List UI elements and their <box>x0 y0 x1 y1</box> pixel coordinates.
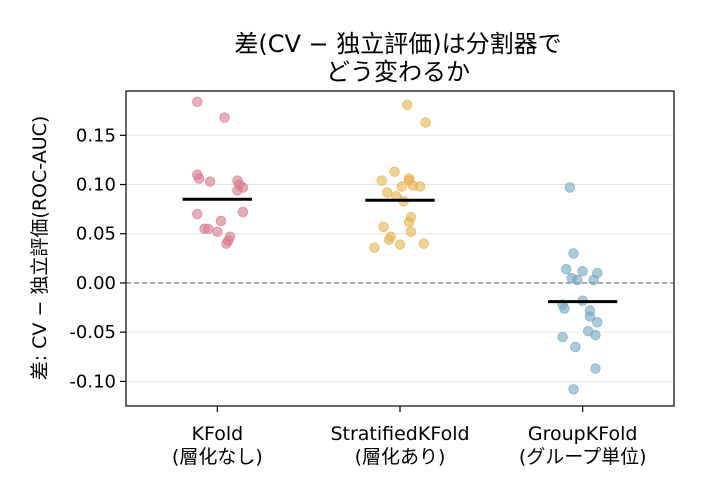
data-point <box>221 238 232 249</box>
data-point <box>590 363 601 374</box>
data-point <box>584 311 596 322</box>
x-category-label: StratifiedKFold <box>330 423 469 445</box>
mean-lines <box>182 197 618 304</box>
data-point <box>571 274 583 286</box>
data-point <box>557 331 568 343</box>
x-category-label: (グループ単位) <box>519 446 647 468</box>
y-tick-label: 0.05 <box>76 224 116 245</box>
y-axis-label: 差: CV − 独立評価(ROC-AUC) <box>29 116 51 381</box>
data-point <box>192 96 203 108</box>
data-point <box>577 265 588 277</box>
data-point <box>383 234 395 245</box>
data-point <box>204 176 216 187</box>
y-tick-label: -0.10 <box>69 371 116 392</box>
data-point <box>192 208 203 220</box>
data-point <box>376 175 387 186</box>
data-point <box>592 317 603 328</box>
y-axis: -0.10 -0.05 0.00 0.05 0.10 0.15 <box>69 125 126 392</box>
y-tick-label: 0.15 <box>76 125 116 146</box>
x-category-label: (層化あり) <box>355 446 446 468</box>
data-point <box>215 215 227 227</box>
data-point <box>403 216 415 228</box>
data-point <box>402 99 413 110</box>
data-point <box>382 187 393 198</box>
data-point <box>389 166 400 177</box>
data-point <box>232 185 243 196</box>
data-point <box>590 329 601 341</box>
x-category-label: GroupKFold <box>528 423 638 445</box>
data-point <box>564 182 576 193</box>
y-tick-label: 0.00 <box>76 273 116 294</box>
data-point <box>414 181 426 192</box>
data-point <box>202 223 214 235</box>
data-point <box>570 341 581 353</box>
data-point <box>568 384 579 395</box>
data-point <box>561 263 572 275</box>
data-point <box>418 238 429 249</box>
data-point <box>588 274 599 286</box>
data-point <box>193 173 205 184</box>
y-tick-label: -0.05 <box>69 322 116 343</box>
data-point <box>396 181 408 192</box>
data-point <box>237 206 249 218</box>
data-point <box>559 303 570 314</box>
x-axis: KFold(層化なし) StratifiedKFold(層化あり) GroupKFo… <box>172 406 647 468</box>
y-tick-label: 0.10 <box>76 175 116 196</box>
data-point <box>369 242 380 253</box>
gridlines <box>126 134 674 382</box>
data-points <box>192 96 603 395</box>
data-point <box>568 248 579 259</box>
data-point <box>405 226 417 237</box>
data-point <box>420 117 431 128</box>
x-category-label: KFold <box>191 423 243 445</box>
data-point <box>212 226 223 237</box>
data-point <box>394 239 406 250</box>
chart-title-line-1: 差(CV − 独立評価)は分割器で <box>234 30 561 58</box>
data-point <box>219 112 230 123</box>
x-category-label: (層化なし) <box>172 446 263 468</box>
chart-title-line-2: どう変わるか <box>326 58 470 86</box>
data-point <box>378 221 389 233</box>
